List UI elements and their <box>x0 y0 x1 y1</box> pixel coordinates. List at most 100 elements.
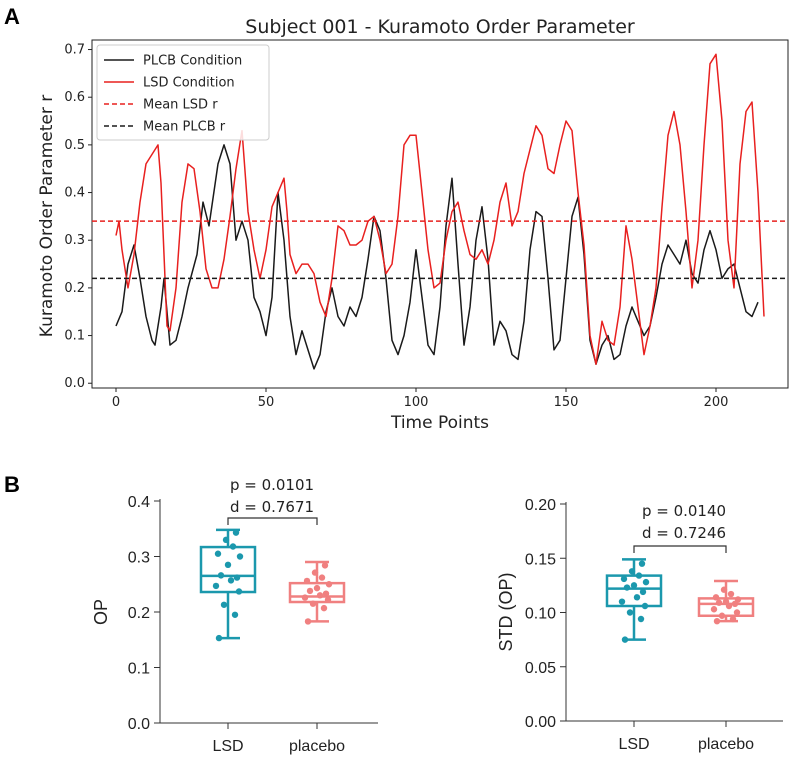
std-y-axis-label: STD (OP) <box>496 573 516 652</box>
lsd-data-point <box>620 575 628 583</box>
y-tick-label: 0.2 <box>64 281 85 296</box>
lsd-data-point <box>623 584 631 591</box>
y-axis-label: Kuramoto Order Parameter r <box>37 95 57 337</box>
y-tick-label: 0.0 <box>64 376 85 391</box>
legend-entry: LSD Condition <box>143 76 235 91</box>
x-tick-label: 0 <box>112 395 120 410</box>
lsd-data-point <box>229 543 237 550</box>
op-y-axis-label: OP <box>91 599 111 625</box>
placebo-data-point <box>301 594 309 601</box>
y-tick-label: 0.7 <box>64 43 85 58</box>
placebo-data-point <box>710 606 718 613</box>
lsd-data-point <box>637 615 645 623</box>
op-effect-size: d = 0.7671 <box>230 498 314 516</box>
y-tick-label: 0.3 <box>128 550 150 567</box>
plot-frame <box>91 39 789 389</box>
x-tick-label: placebo <box>698 736 754 753</box>
lsd-data-point <box>217 572 225 579</box>
lsd-data-point <box>639 588 647 596</box>
lsd-data-point <box>215 634 223 642</box>
std-plot-area: 0.00 0.05 0.10 0.15 0.20 LSD placebo <box>525 497 783 753</box>
y-tick-label: 0.5 <box>64 138 85 153</box>
placebo-box <box>288 581 346 604</box>
lsd-data-point <box>642 578 650 586</box>
y-tick-label: 0.1 <box>128 661 150 678</box>
x-tick-label: LSD <box>618 736 649 753</box>
placebo-box <box>697 597 755 618</box>
significance-bracket <box>227 517 318 525</box>
lsd-data-point <box>233 574 241 581</box>
lsd-data-point <box>220 601 228 608</box>
std-boxplot-panel: STD (OP) p = 0.0140 d = 0.7246 0.000.050… <box>496 497 783 753</box>
op-plot-area: 0.0 0.1 0.2 0.3 0.4 LSD placebo <box>128 494 378 755</box>
legend-entry: Mean PLCB r <box>143 120 226 135</box>
lsd-data-point <box>235 588 243 595</box>
placebo-data-point <box>313 584 321 592</box>
y-tick-label: 0.4 <box>128 494 150 511</box>
y-tick-label: 0.6 <box>64 90 85 105</box>
x-tick-label: LSD <box>212 738 243 755</box>
y-tick-label: 0.0 <box>128 716 150 733</box>
placebo-data-point <box>715 599 723 606</box>
lsd-data-point <box>641 602 649 610</box>
placebo-data-point <box>325 581 333 588</box>
y-tick-label: 0.15 <box>525 551 556 568</box>
y-tick-label: 0.4 <box>64 186 85 201</box>
lsd-data-point <box>236 553 244 560</box>
placebo-data-point <box>316 592 324 599</box>
placebo-data-point <box>320 604 328 612</box>
lsd-data-point <box>626 609 634 616</box>
placebo-data-point <box>729 615 737 623</box>
y-tick-label: 0.05 <box>525 660 556 677</box>
y-tick-label: 0.3 <box>64 233 85 248</box>
lsd-data-point <box>224 561 232 569</box>
significance-bracket <box>633 545 727 553</box>
y-tick-label: 0.00 <box>525 714 556 731</box>
placebo-data-point <box>304 618 312 625</box>
lsd-data-point <box>222 536 230 544</box>
lsd-data-point <box>214 550 222 557</box>
lsd-condition-line <box>115 53 765 365</box>
lsd-data-point <box>635 572 643 579</box>
y-tick-label: 0.1 <box>64 329 85 344</box>
plot-area: 0 50 100 150 200 0.0 0.1 0.2 0.3 0.4 0.5 0.6 0.7 <box>64 39 789 410</box>
placebo-data-point <box>718 612 726 619</box>
lsd-data-point <box>628 568 636 575</box>
lsd-data-point <box>630 582 638 589</box>
placebo-data-point <box>309 600 317 607</box>
lsd-data-point <box>638 560 646 567</box>
placebo-data-point <box>722 598 730 605</box>
placebo-data-point <box>324 596 332 603</box>
lsd-data-point <box>621 636 629 643</box>
placebo-data-point <box>318 574 326 581</box>
placebo-data-point <box>713 617 721 625</box>
lsd-data-point <box>232 529 240 536</box>
plcb-condition-line <box>115 144 759 370</box>
std-p-value: p = 0.0140 <box>642 502 726 520</box>
lsd-data-point <box>231 611 239 618</box>
x-tick-label: 200 <box>704 395 729 410</box>
placebo-data-point <box>712 594 720 601</box>
line-chart-panel: Subject 001 - Kuramoto Order Parameter 0… <box>37 16 789 433</box>
legend-box <box>96 44 270 141</box>
x-tick-label: 100 <box>404 395 429 410</box>
placebo-data-point <box>322 590 330 597</box>
placebo-data-point <box>720 586 728 593</box>
y-tick-label: 0.2 <box>128 605 150 622</box>
panel-label-a: A <box>4 4 20 29</box>
legend-entry: PLCB Condition <box>143 54 242 69</box>
placebo-data-point <box>306 587 314 595</box>
op-boxplot-panel: OP p = 0.0101 d = 0.7671 0.0 0.1 0.2 0.3 0.4… <box>91 476 378 755</box>
y-tick-label: 0.10 <box>525 606 556 623</box>
lsd-data-point <box>618 598 626 605</box>
placebo-data-point <box>734 596 742 603</box>
x-tick-label: placebo <box>289 738 345 755</box>
lsd-data-point <box>212 582 220 590</box>
legend: PLCB Condition LSD Condition Mean LSD r Mea… <box>96 44 270 141</box>
placebo-data-point <box>727 590 735 598</box>
panel-label-b: B <box>4 472 20 497</box>
chart-title: Subject 001 - Kuramoto Order Parameter <box>245 16 635 38</box>
y-tick-label: 0.20 <box>525 497 556 514</box>
placebo-data-point <box>303 577 311 585</box>
